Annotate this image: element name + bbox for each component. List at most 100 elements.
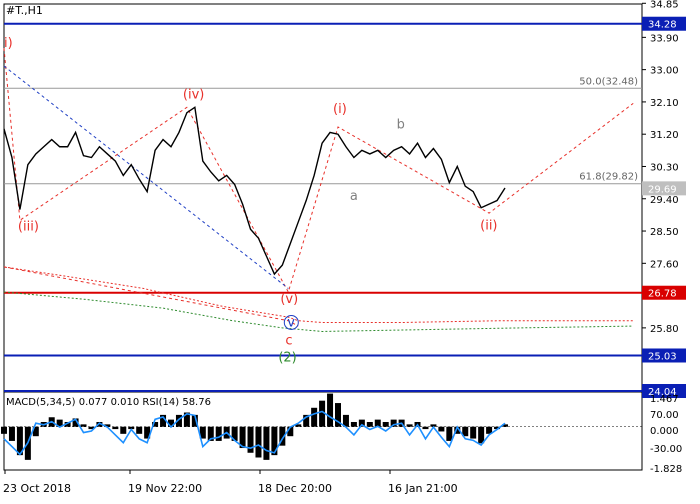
macd-bar [319, 400, 326, 427]
macd-bar [207, 426, 214, 441]
macd-bar [390, 419, 397, 427]
macd-bar [462, 426, 469, 437]
wave-label: a [350, 189, 358, 204]
rsi-line [3, 410, 506, 456]
macd-bar [486, 426, 493, 434]
support-red-tag [642, 285, 686, 300]
wave-label: (ii) [480, 219, 497, 234]
macd-bar [446, 426, 453, 441]
macd-bar [374, 419, 381, 427]
macd-bar [104, 424, 111, 427]
price-tick-label: 31.20 [650, 130, 679, 141]
macd-bar [1, 426, 7, 434]
price-tick-label: 32.10 [650, 98, 679, 109]
indicator-tick-label: -30.00 [650, 444, 682, 455]
support-blue-1-tag-label: 25.03 [648, 351, 677, 362]
price-tick-label: 25.80 [650, 324, 679, 335]
price-tick-label: 30.30 [650, 162, 679, 173]
support-red-tag-label: 26.78 [648, 289, 677, 300]
time-tick-label: 19 Nov 22:00 [128, 482, 202, 495]
macd-bar [303, 414, 310, 427]
macd-bar [64, 421, 71, 427]
macd-bar [128, 426, 135, 430]
wave-label: (iii) [18, 219, 39, 234]
macd-bar [215, 426, 222, 441]
macd-bar [502, 424, 508, 427]
resistance-tag [642, 16, 686, 31]
price-tick-label: 27.60 [650, 259, 679, 270]
indicator-tick-label: -1.828 [650, 464, 682, 475]
price-axis-layer: 34.85 33.90 33.00 32.10 31.20 30.30 29.40 28.50… [642, 0, 679, 335]
macd-bar [168, 419, 174, 427]
macd-bar [72, 418, 79, 427]
resistance-tag-label: 34.28 [648, 20, 677, 31]
indicator-tick-label: 1.467 [650, 394, 679, 405]
wave-blue-trend [3, 65, 289, 289]
price-tick-label: 28.50 [650, 227, 679, 238]
wave-label: i) [4, 36, 13, 51]
price-line [3, 106, 506, 276]
wave-red-path [3, 48, 634, 294]
macd-bar [247, 426, 254, 453]
indicator-tick-label: 0.000 [650, 426, 679, 437]
macd-bar [231, 426, 238, 441]
fib-61.8-label: 61.8(29.82) [579, 172, 638, 183]
wave-label: (2) [278, 351, 296, 366]
wave-label: v [287, 315, 295, 330]
macd-bar [16, 426, 23, 456]
current-price-tag [642, 181, 686, 196]
macd-bar [366, 421, 373, 427]
wave-label: (i) [333, 102, 347, 117]
macd-bar [255, 426, 262, 458]
macd-bar [152, 421, 159, 427]
macd-bar [120, 426, 127, 434]
macd-bar [311, 407, 318, 427]
macd-bar [175, 414, 182, 427]
wave-label: (v) [280, 292, 298, 307]
time-tick-label: 16 Jan 21:00 [388, 482, 458, 495]
macd-bar [287, 426, 294, 437]
wave-lines-layer [3, 48, 634, 332]
price-pane-frame [3, 3, 643, 392]
price-tick-label: 29.40 [650, 195, 679, 206]
macd-bar [358, 419, 365, 427]
time-tick-label: 18 Dec 20:00 [258, 482, 332, 495]
indicator-pane: MACD(5,34,5) 0.077 0.010 RSI(14) 58.76 1.… [1, 393, 682, 475]
support-blue-2-tag-label: 24.04 [648, 387, 677, 398]
macd-bar [478, 426, 485, 444]
macd-bar [438, 426, 445, 432]
macd-bar [199, 426, 206, 439]
macd-bar [96, 421, 103, 427]
macd-bar [279, 426, 286, 446]
macd-bar [406, 424, 413, 427]
wave-label: b [397, 117, 405, 132]
symbol-title: #T.,H1 [6, 4, 43, 17]
indicator-label: MACD(5,34,5) 0.077 0.010 RSI(14) 58.76 [6, 397, 211, 408]
macd-bar [430, 424, 437, 427]
time-tick-label: 23 Oct 2018 [3, 482, 71, 495]
price-tick-label: 34.85 [650, 0, 679, 10]
fib-50-label: 50.0(32.48) [579, 76, 638, 87]
macd-bar [239, 426, 246, 449]
time-axis-layer: 23 Oct 2018 19 Nov 22:00 18 Dec 20:00 16 Ja… [3, 470, 458, 495]
wave-labels-layer: i) (iii) (iv) (i) b a (ii) (v) vc (2) [4, 36, 498, 366]
macd-bar [422, 426, 429, 430]
wave-red-lower-curve [3, 266, 299, 327]
macd-bar [350, 421, 357, 427]
macd-bar [8, 426, 15, 441]
macd-bar [335, 403, 341, 427]
macd-bar [80, 424, 87, 427]
price-series-layer [3, 106, 506, 276]
macd-bar [191, 414, 198, 427]
macd-bar [136, 426, 143, 434]
macd-bar [144, 426, 151, 439]
macd-bar [88, 426, 95, 430]
macd-bar [342, 414, 349, 427]
macd-bar [32, 426, 39, 437]
price-tick-label: 33.00 [650, 66, 679, 77]
macd-bar [382, 421, 389, 427]
macd-bar [494, 426, 501, 430]
macd-bar [470, 426, 477, 439]
